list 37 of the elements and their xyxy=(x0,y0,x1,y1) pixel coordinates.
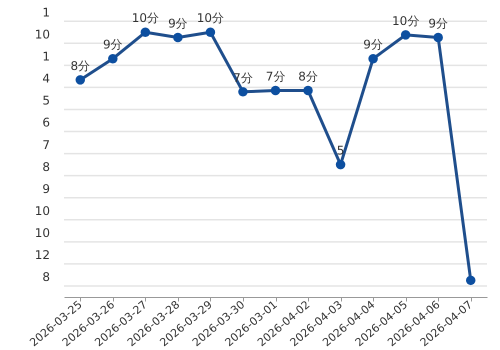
text: 12 xyxy=(34,248,50,262)
text: 9 xyxy=(42,182,50,196)
point xyxy=(400,30,410,40)
text: 1 xyxy=(42,5,50,20)
point xyxy=(206,28,216,37)
annotation: 9分 xyxy=(102,38,123,52)
point xyxy=(433,32,443,42)
point xyxy=(238,87,248,97)
text: 10 xyxy=(34,27,50,42)
text: 8 xyxy=(42,270,50,284)
annotation: 5 xyxy=(336,144,344,158)
text: 7 xyxy=(42,138,50,152)
annotation: 10分 xyxy=(392,14,420,28)
annotation: 10分 xyxy=(196,11,224,26)
annotation: 9分 xyxy=(428,16,448,31)
text: 6 xyxy=(42,116,50,130)
text: 4 xyxy=(42,72,50,86)
annotation: 10分 xyxy=(132,11,159,26)
text: 1 xyxy=(42,50,50,64)
annotation: 7分 xyxy=(266,69,286,84)
text: 5 xyxy=(42,94,50,108)
point xyxy=(108,54,118,64)
point xyxy=(466,276,476,286)
point xyxy=(270,86,280,96)
point xyxy=(303,86,313,96)
point xyxy=(336,160,346,170)
point xyxy=(140,28,150,37)
text: 10 xyxy=(34,226,50,240)
annotation: 8分 xyxy=(70,58,90,73)
point xyxy=(76,75,86,85)
text: 8 xyxy=(42,160,50,174)
annotation: 9分 xyxy=(168,16,188,31)
annotation: 9分 xyxy=(363,38,383,52)
annotation: 8分 xyxy=(298,69,318,84)
point xyxy=(173,32,183,42)
point xyxy=(368,54,378,64)
text: 10 xyxy=(34,204,50,218)
